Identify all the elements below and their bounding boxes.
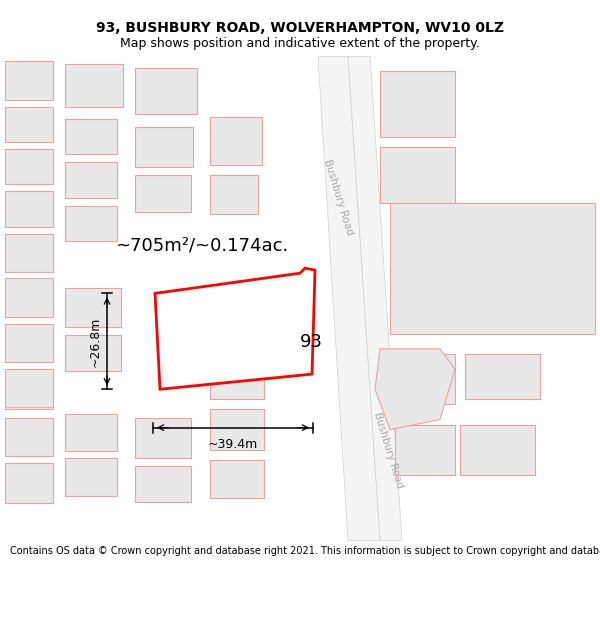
Polygon shape <box>380 71 455 137</box>
Polygon shape <box>210 354 264 399</box>
Text: 93: 93 <box>300 333 323 351</box>
Text: Bushbury Road: Bushbury Road <box>322 158 355 237</box>
Text: Map shows position and indicative extent of the property.: Map shows position and indicative extent… <box>120 38 480 50</box>
Polygon shape <box>460 424 535 475</box>
Polygon shape <box>65 206 117 241</box>
Text: Bushbury Road: Bushbury Road <box>371 411 404 489</box>
Polygon shape <box>180 304 290 374</box>
Polygon shape <box>5 418 53 456</box>
Polygon shape <box>5 463 53 503</box>
Polygon shape <box>380 147 455 202</box>
Polygon shape <box>210 176 258 214</box>
Polygon shape <box>65 64 123 107</box>
Polygon shape <box>5 369 53 409</box>
Polygon shape <box>5 324 53 362</box>
Polygon shape <box>135 127 193 168</box>
Polygon shape <box>5 107 53 142</box>
Polygon shape <box>5 278 53 317</box>
Polygon shape <box>135 68 197 114</box>
Polygon shape <box>5 149 53 184</box>
Polygon shape <box>135 418 191 458</box>
Polygon shape <box>155 268 315 389</box>
Text: ~705m²/~0.174ac.: ~705m²/~0.174ac. <box>115 237 288 255</box>
Text: Contains OS data © Crown copyright and database right 2021. This information is : Contains OS data © Crown copyright and d… <box>10 546 600 556</box>
Polygon shape <box>65 162 117 198</box>
Polygon shape <box>210 460 264 498</box>
Polygon shape <box>465 354 540 399</box>
Polygon shape <box>390 202 595 334</box>
Polygon shape <box>375 349 455 429</box>
Polygon shape <box>5 191 53 227</box>
Polygon shape <box>210 409 264 450</box>
Polygon shape <box>395 424 455 475</box>
Polygon shape <box>390 354 455 404</box>
Polygon shape <box>135 176 191 212</box>
Polygon shape <box>318 56 380 541</box>
Polygon shape <box>5 234 53 272</box>
Polygon shape <box>135 466 191 503</box>
Polygon shape <box>65 414 117 451</box>
Polygon shape <box>5 61 53 99</box>
Polygon shape <box>65 458 117 496</box>
Polygon shape <box>65 119 117 154</box>
Text: 93, BUSHBURY ROAD, WOLVERHAMPTON, WV10 0LZ: 93, BUSHBURY ROAD, WOLVERHAMPTON, WV10 0… <box>96 21 504 35</box>
Text: ~39.4m: ~39.4m <box>208 438 258 451</box>
Polygon shape <box>65 335 121 371</box>
Polygon shape <box>348 56 402 541</box>
Polygon shape <box>210 117 262 165</box>
Text: ~26.8m: ~26.8m <box>89 316 102 366</box>
Polygon shape <box>65 288 121 327</box>
